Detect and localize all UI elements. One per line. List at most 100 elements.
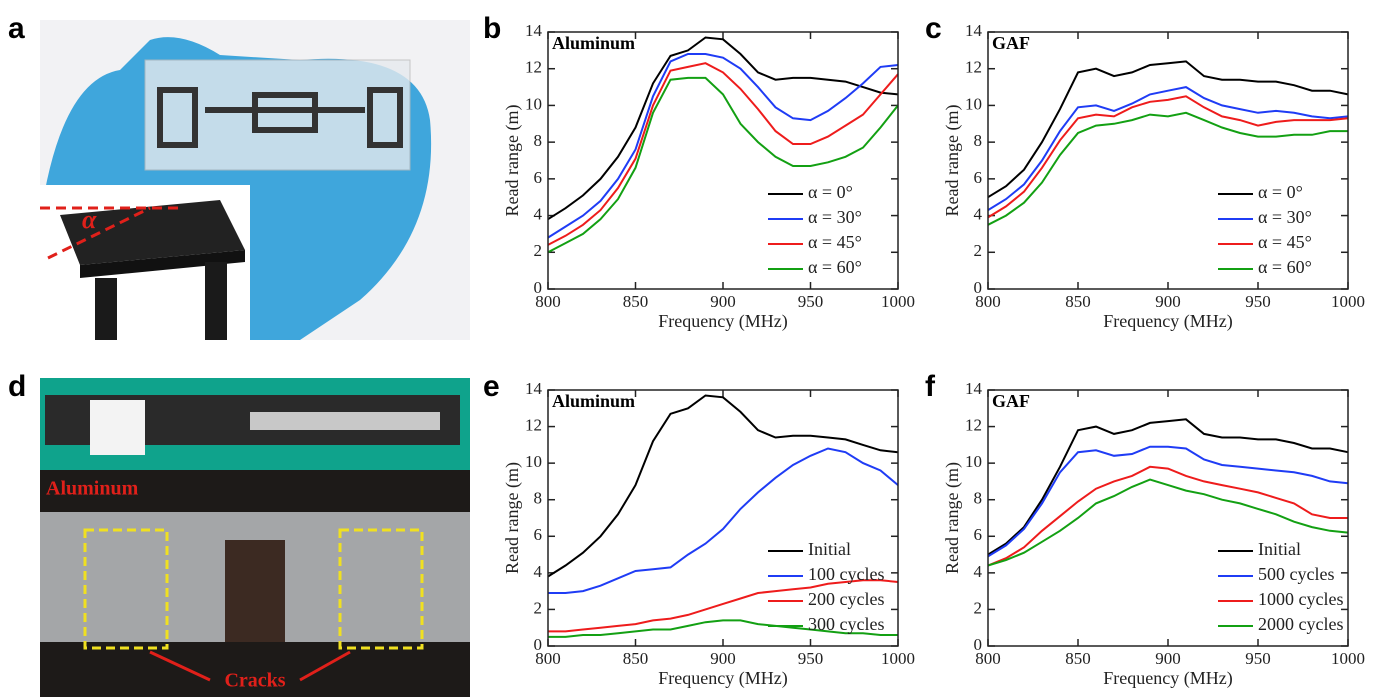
chart-title: GAF <box>992 33 1030 53</box>
x-tick-label: 1000 <box>881 649 915 668</box>
y-tick-label: 12 <box>965 415 982 434</box>
series-line <box>547 76 899 254</box>
series-line <box>547 394 899 578</box>
x-tick-label: 850 <box>623 292 649 311</box>
sample-clip <box>90 400 145 455</box>
series-line <box>547 53 899 239</box>
legend-label: 2000 cycles <box>1258 614 1343 634</box>
y-tick-label: 6 <box>534 168 543 187</box>
x-axis-label: Frequency (MHz) <box>658 668 787 689</box>
stage-leg <box>205 262 227 340</box>
y-tick-label: 0 <box>974 635 983 654</box>
x-tick-label: 1000 <box>1331 292 1365 311</box>
y-axis-label: Read range (m) <box>942 462 963 574</box>
angle-line <box>47 206 151 260</box>
x-tick-label: 900 <box>710 292 736 311</box>
chart-title: Aluminum <box>552 33 635 53</box>
series-line <box>987 445 1349 558</box>
photo-d: Aluminum Cracks <box>40 378 470 697</box>
stage-top <box>60 200 245 265</box>
legend-label: 500 cycles <box>1258 564 1334 584</box>
y-tick-label: 0 <box>534 278 543 297</box>
x-axis-label: Frequency (MHz) <box>1103 311 1232 332</box>
x-tick-label: 800 <box>975 649 1001 668</box>
y-tick-label: 2 <box>534 241 543 260</box>
x-tick-label: 950 <box>1245 292 1271 311</box>
series-line <box>987 95 1349 219</box>
chart-title: GAF <box>992 391 1030 411</box>
arrow <box>149 650 211 682</box>
material-label: Aluminum <box>46 478 139 500</box>
series-line <box>548 447 899 594</box>
x-tick-label: 950 <box>798 649 824 668</box>
legend-label: 100 cycles <box>808 564 884 584</box>
y-tick-label: 14 <box>965 379 983 398</box>
y-tick-label: 10 <box>525 94 542 113</box>
plot-frame <box>547 31 899 290</box>
y-tick-label: 12 <box>525 58 542 77</box>
plot-frame <box>987 389 1349 647</box>
legend-label: α = 45° <box>1258 232 1312 252</box>
series-line <box>547 36 899 221</box>
panel-label: e <box>483 370 500 403</box>
x-tick-label: 800 <box>535 649 561 668</box>
crack-box <box>338 528 424 650</box>
series-line <box>987 465 1348 567</box>
y-tick-label: 8 <box>974 489 983 508</box>
x-tick-label: 1000 <box>881 292 915 311</box>
x-tick-label: 1000 <box>1331 649 1365 668</box>
stage-side <box>80 250 245 278</box>
x-tick-label: 900 <box>1155 649 1181 668</box>
x-tick-label: 800 <box>535 292 561 311</box>
antenna <box>157 87 403 148</box>
panel-label: c <box>925 12 942 45</box>
y-tick-label: 14 <box>525 21 543 40</box>
y-tick-label: 10 <box>525 452 542 471</box>
y-tick-label: 4 <box>974 204 983 223</box>
legend-label: Initial <box>1258 539 1301 559</box>
y-tick-label: 2 <box>974 241 983 260</box>
series-line <box>547 62 899 246</box>
series-line <box>987 60 1349 199</box>
series-line <box>987 418 1349 556</box>
crack-box <box>83 528 169 650</box>
legend-label: α = 30° <box>1258 207 1312 227</box>
photo-a: α <box>40 20 470 341</box>
x-tick-label: 950 <box>1245 649 1271 668</box>
y-tick-label: 2 <box>974 598 983 617</box>
x-axis-label: Frequency (MHz) <box>1103 668 1232 689</box>
y-tick-label: 0 <box>974 278 983 297</box>
y-tick-label: 14 <box>965 21 983 40</box>
plot-frame <box>987 31 1349 290</box>
y-tick-label: 0 <box>534 635 543 654</box>
y-tick-label: 14 <box>525 379 543 398</box>
chart-title: Aluminum <box>552 391 635 411</box>
y-tick-label: 2 <box>534 598 543 617</box>
y-tick-label: 4 <box>534 562 543 581</box>
legend-label: 200 cycles <box>808 589 884 609</box>
arrow <box>299 650 351 682</box>
panel-label: a <box>8 12 25 45</box>
legend-label: 1000 cycles <box>1258 589 1343 609</box>
legend-label: α = 0° <box>808 182 853 202</box>
neck <box>225 540 285 642</box>
stage-leg <box>95 278 117 340</box>
y-tick-label: 6 <box>974 168 983 187</box>
panel-label: d <box>8 370 26 403</box>
y-tick-label: 10 <box>965 452 982 471</box>
y-tick-label: 12 <box>525 415 542 434</box>
x-tick-label: 950 <box>798 292 824 311</box>
y-tick-label: 8 <box>534 489 543 508</box>
series-line <box>987 478 1349 567</box>
series-line <box>987 86 1349 211</box>
y-axis-label: Read range (m) <box>942 105 963 217</box>
panel-label: f <box>925 370 936 403</box>
y-tick-label: 12 <box>965 58 982 77</box>
angle-label: α <box>82 205 97 234</box>
x-tick-label: 800 <box>975 292 1001 311</box>
legend-label: 300 cycles <box>808 614 884 634</box>
series-line <box>987 111 1348 226</box>
panel-label: b <box>483 12 501 45</box>
legend-label: α = 0° <box>1258 182 1303 202</box>
